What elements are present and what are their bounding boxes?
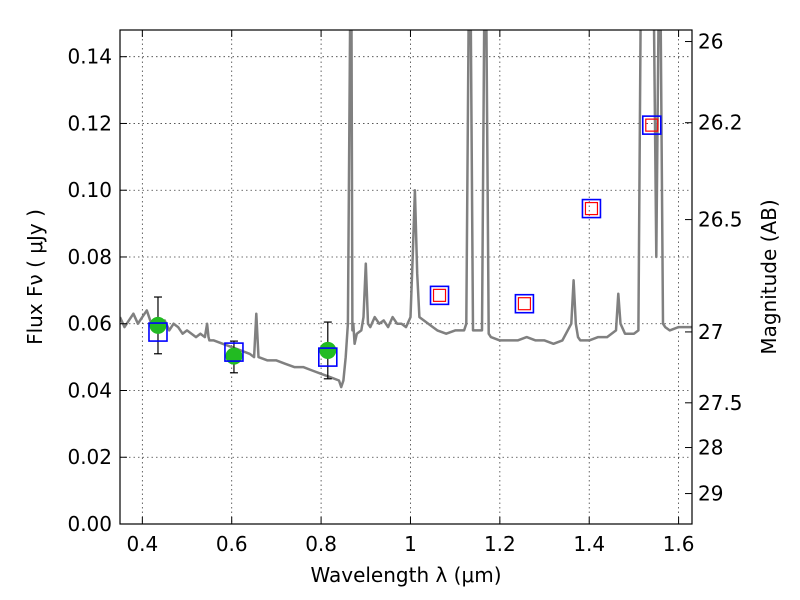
x-tick-label: 0.8: [305, 532, 337, 556]
series-layer: [120, 30, 692, 389]
y-right-tick-label: 27.5: [698, 391, 743, 415]
model-square-blue: [317, 347, 338, 367]
x-tick-label: 1.4: [573, 532, 605, 556]
x-axis-label: Wavelength λ (μm): [310, 563, 501, 587]
y-axis-right-label: Magnitude (AB): [757, 199, 781, 354]
photometry-point: [149, 316, 167, 334]
ticks: 0.4 0.6 0.8 1 1.2 1.4 1.6 0.00 0.02 0.04 0.06 0.08 0…: [67, 30, 742, 556]
y-tick-label: 0.06: [67, 312, 112, 336]
y-right-tick-label: 26.5: [698, 208, 743, 232]
plot-frame: [119, 29, 693, 525]
x-tick-label: 0.4: [126, 532, 158, 556]
model-square-red: [432, 288, 447, 302]
model-square-blue: [224, 342, 244, 362]
y-right-tick-label: 28: [698, 436, 723, 460]
y-right-tick-label: 27: [698, 320, 723, 344]
y-axis-label: Flux Fν ( μJy ): [23, 209, 47, 345]
x-tick-label: 1.6: [663, 532, 695, 556]
y-tick-label: 0.00: [67, 512, 112, 536]
y-right-tick-label: 26: [698, 30, 723, 54]
y-tick-label: 0.04: [67, 378, 112, 402]
model-square-red: [584, 201, 599, 216]
model-square-blue: [429, 285, 450, 306]
y-tick-label: 0.14: [67, 45, 112, 69]
x-tick-label: 1.2: [484, 532, 516, 556]
photometry-point: [319, 341, 337, 359]
y-tick-label: 0.12: [67, 111, 112, 135]
y-tick-label: 0.02: [67, 445, 112, 469]
grid: [120, 30, 692, 525]
y-right-tick-label: 26.2: [698, 111, 743, 135]
photometry-point: [225, 347, 243, 365]
x-tick-label: 1: [404, 532, 417, 556]
x-tick-label: 0.6: [216, 532, 248, 556]
model-square-red: [645, 118, 659, 132]
y-right-tick-label: 29: [698, 482, 723, 506]
model-square-blue: [514, 293, 535, 314]
model-square-blue: [148, 322, 168, 342]
model-square-blue: [581, 198, 602, 219]
model-square-red: [517, 297, 532, 311]
spectrum-line: [120, 30, 692, 389]
model-square-blue: [641, 115, 662, 135]
y-tick-label: 0.10: [67, 178, 112, 202]
y-tick-label: 0.08: [67, 245, 112, 269]
